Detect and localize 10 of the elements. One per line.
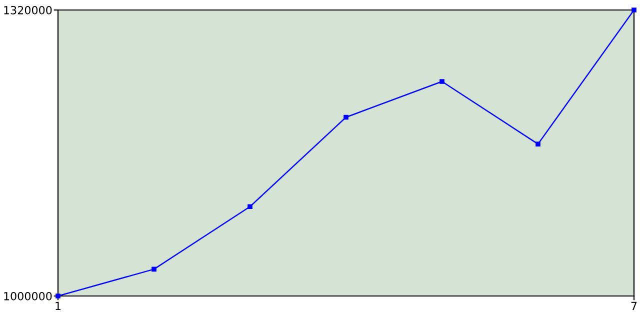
x-tick-label: 7 <box>631 302 637 310</box>
point <box>536 142 540 146</box>
point <box>248 204 252 210</box>
point <box>344 114 348 120</box>
x-tick-label: 1 <box>56 302 61 310</box>
point <box>440 79 444 84</box>
y-tick-label: 1000000 <box>4 292 52 300</box>
y-tick-label: 1320000 <box>4 6 52 14</box>
point <box>632 8 636 12</box>
point <box>152 266 156 272</box>
